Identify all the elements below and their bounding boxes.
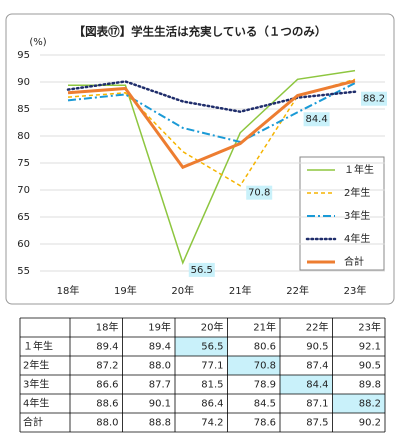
- table-header: 21年: [253, 321, 276, 334]
- table-header: 18年: [96, 321, 119, 334]
- table-cell: 78.9: [254, 380, 276, 391]
- table-cell: 89.8: [359, 380, 381, 391]
- series-line: [68, 69, 356, 266]
- table-header: 23年: [358, 321, 381, 334]
- cell-highlight: [175, 337, 228, 356]
- value-label: 70.8: [248, 188, 270, 199]
- y-tick-label: 75: [17, 158, 30, 169]
- table-cell: 88.6: [96, 399, 118, 410]
- row-label: 合計: [23, 416, 43, 429]
- table-cell: 88.2: [359, 399, 381, 410]
- table-cell: 90.5: [306, 342, 328, 353]
- x-tick-label: 19年: [114, 284, 137, 297]
- table-cell: 89.4: [96, 342, 118, 353]
- table-cell: 92.1: [359, 342, 381, 353]
- x-tick-label: 22年: [286, 284, 309, 297]
- table-cell: 78.6: [254, 418, 276, 429]
- table-cell: 70.8: [254, 361, 276, 372]
- y-tick-label: 65: [17, 212, 30, 223]
- y-tick-label: 70: [17, 185, 30, 196]
- y-tick-label: 60: [17, 239, 30, 250]
- table-cell: 84.5: [254, 399, 276, 410]
- legend-box: [299, 156, 385, 271]
- row-label: 2年生: [23, 359, 49, 372]
- legend-label: 4年生: [344, 232, 370, 245]
- x-tick-label: 23年: [344, 284, 367, 297]
- table-cell: 89.4: [149, 342, 171, 353]
- legend-label: １年生: [344, 163, 374, 176]
- x-tick-label: 20年: [171, 284, 194, 297]
- table-cell: 88.0: [96, 418, 118, 429]
- row-label: １年生: [23, 340, 53, 353]
- legend-label: 3年生: [344, 209, 370, 222]
- cell-highlight: [280, 375, 333, 394]
- y-tick-label: 90: [17, 77, 30, 88]
- y-axis-label: (%): [29, 37, 46, 48]
- x-tick-label: 21年: [229, 284, 252, 297]
- legend-label: 2年生: [344, 186, 370, 199]
- table-cell: 90.5: [359, 361, 381, 372]
- chart-frame: [5, 13, 395, 305]
- row-label: 4年生: [23, 397, 49, 410]
- row-label: 3年生: [23, 378, 49, 391]
- x-tick-label: 18年: [57, 284, 80, 297]
- table-cell: 86.6: [96, 380, 118, 391]
- y-tick-label: 95: [17, 50, 30, 61]
- table-cell: 87.5: [306, 418, 328, 429]
- table-cell: 87.4: [306, 361, 328, 372]
- y-tick-label: 85: [17, 104, 30, 115]
- table-cell: 80.6: [254, 342, 276, 353]
- table-cell: 77.1: [201, 361, 223, 372]
- value-label-bg: [303, 112, 330, 127]
- table-cell: 81.5: [201, 380, 223, 391]
- table-cell: 87.1: [306, 399, 328, 410]
- table-header: 19年: [148, 321, 171, 334]
- series-line: [66, 80, 357, 113]
- cell-highlight: [332, 394, 385, 413]
- table-cell: 74.2: [201, 418, 223, 429]
- legend-label: 合計: [344, 255, 364, 268]
- table-header: 20年: [201, 321, 224, 334]
- y-tick-label: 80: [17, 131, 30, 142]
- table-header: 22年: [306, 321, 329, 334]
- table-cell: 90.1: [149, 399, 171, 410]
- series-line: [67, 79, 356, 170]
- value-label-bg: [188, 262, 215, 277]
- table-cell: 88.0: [149, 361, 171, 372]
- value-label: 84.4: [305, 114, 327, 125]
- value-label-bg: [246, 185, 273, 200]
- y-tick-label: 55: [17, 266, 30, 277]
- table-cell: 88.8: [149, 418, 171, 429]
- series-line: [67, 82, 356, 144]
- table-cell: 87.7: [149, 380, 171, 391]
- table-cell: 86.4: [201, 399, 223, 410]
- table-cell: 87.2: [96, 361, 118, 372]
- table-cell: 56.5: [201, 342, 223, 353]
- chart-title: 【図表⑰】学生生活は充実している（１つのみ）: [74, 25, 327, 39]
- table-cell: 90.2: [359, 418, 381, 429]
- cell-highlight: [227, 356, 280, 375]
- value-label: 88.2: [363, 94, 385, 105]
- table-cell: 84.4: [306, 380, 328, 391]
- value-label: 56.5: [191, 265, 213, 276]
- value-label-bg: [361, 91, 387, 106]
